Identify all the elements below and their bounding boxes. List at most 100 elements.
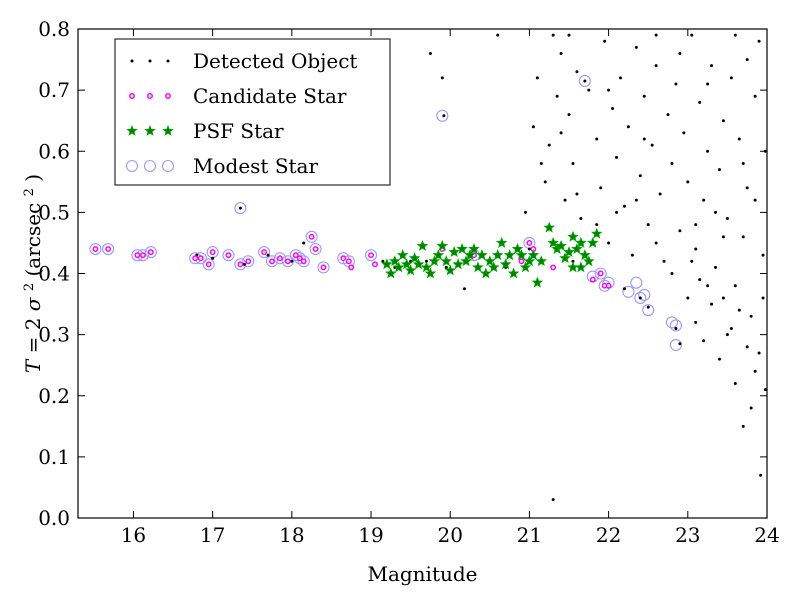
modest-star-point [638, 288, 651, 301]
psf-star-point [547, 236, 559, 248]
detected-object-point [757, 39, 761, 43]
detected-object-point [622, 287, 626, 291]
detected-object-point [717, 168, 721, 172]
detected-object-point [211, 256, 215, 260]
legend-marker-psf-star [126, 124, 138, 136]
detected-object-point [745, 186, 749, 190]
psf-star-point [476, 249, 488, 261]
psf-star-point [563, 246, 575, 258]
detected-object-point [737, 308, 741, 312]
modest-star-point [622, 285, 635, 298]
psf-star-point [436, 239, 449, 251]
detected-object-point [761, 296, 765, 300]
candidate-star-point [225, 252, 232, 259]
detected-object-point [721, 296, 725, 300]
y-axis-title-var: T [21, 358, 45, 373]
detected-object-point [555, 94, 559, 98]
legend-marker-candidate-star [147, 93, 153, 99]
modest-star-point [289, 249, 302, 262]
detected-object-point [242, 262, 246, 266]
psf-star-point [583, 255, 595, 267]
psf-star-point [555, 239, 567, 251]
modest-star-point [578, 74, 591, 88]
detected-object-point [666, 113, 670, 117]
detected-object-point [714, 210, 718, 214]
detected-object-point [698, 278, 702, 282]
detected-object-point [682, 131, 686, 135]
y-axis-title-unit-sup: 2 [22, 188, 37, 196]
detected-object-point [753, 94, 757, 98]
detected-object-point [642, 137, 646, 141]
detected-object-point [714, 265, 718, 269]
psf-star-point [559, 252, 571, 264]
legend-marker-detected-object [148, 59, 152, 63]
x-tick-label: 17 [200, 523, 225, 547]
detected-object-point [658, 192, 662, 196]
detected-object-point [559, 131, 563, 135]
candidate-star-point [312, 246, 319, 253]
detected-object-point [595, 137, 599, 141]
legend-marker-modest-star [143, 159, 157, 173]
detected-object-point [599, 186, 603, 190]
modest-star-point [665, 316, 679, 329]
y-axis-title-unit: (arcsec [21, 203, 45, 277]
x-tick-label: 16 [121, 523, 146, 547]
series-detected-object [93, 33, 767, 502]
psf-star-point [575, 261, 587, 273]
psf-star-point [464, 249, 476, 261]
detected-object-point [638, 296, 642, 300]
detected-object-point [694, 320, 698, 324]
ticks-layer: 16 17 18 19 20 21 22 23 24 0.0 0.1 0.2 0.3 0.4 0.5 0.6 0… [38, 17, 780, 547]
detected-object-point [607, 88, 611, 92]
y-tick-label: 0.5 [38, 200, 70, 224]
candidate-star-point [139, 252, 146, 259]
detected-object-point [462, 287, 466, 291]
candidate-star-point [345, 258, 352, 265]
candidate-star-point [92, 246, 99, 253]
legend-marker-psf-star [144, 124, 156, 136]
detected-object-point [686, 180, 690, 184]
modest-star-point [337, 252, 350, 265]
legend-marker-detected-object [166, 59, 170, 63]
psf-star-point [440, 255, 453, 267]
candidate-star-point [300, 258, 307, 265]
psf-star-point [448, 246, 460, 258]
detected-object-point [725, 216, 729, 220]
legend-box [114, 38, 391, 186]
detected-object-point [706, 82, 710, 86]
psf-star-point [444, 264, 456, 276]
detected-object-point [753, 198, 757, 202]
modest-star-point [642, 304, 655, 317]
candidate-star-point [284, 258, 291, 265]
modest-star-point [273, 252, 286, 265]
legend-entry-detected-object: Detected Object [130, 49, 357, 73]
detected-object-point [710, 64, 714, 68]
detected-object-point [706, 149, 710, 153]
detected-object-point [266, 253, 270, 257]
detected-object-point [702, 339, 706, 343]
detected-object-point [654, 33, 658, 37]
modest-star-point [669, 338, 682, 352]
detected-object-point [678, 229, 682, 233]
detected-object-point [563, 198, 567, 202]
series-modest-star [89, 74, 682, 352]
detected-object-point [424, 259, 428, 263]
x-tick-label: 24 [754, 523, 779, 547]
psf-star-point [527, 249, 540, 261]
psf-star-point [468, 242, 480, 254]
detected-object-point [650, 143, 654, 147]
detected-object-point [587, 88, 591, 92]
psf-star-point [499, 258, 512, 270]
detected-object-point [662, 259, 666, 263]
detected-object-point [694, 223, 698, 227]
detected-object-point [729, 76, 733, 80]
psf-star-point [535, 255, 548, 267]
candidate-star-point [340, 255, 347, 262]
candidate-star-point [550, 264, 557, 271]
modest-star-point [281, 255, 294, 268]
detected-object-point [638, 174, 642, 178]
candidate-star-point [589, 276, 596, 283]
detected-object-point [583, 79, 587, 83]
psf-star-point [404, 264, 417, 276]
